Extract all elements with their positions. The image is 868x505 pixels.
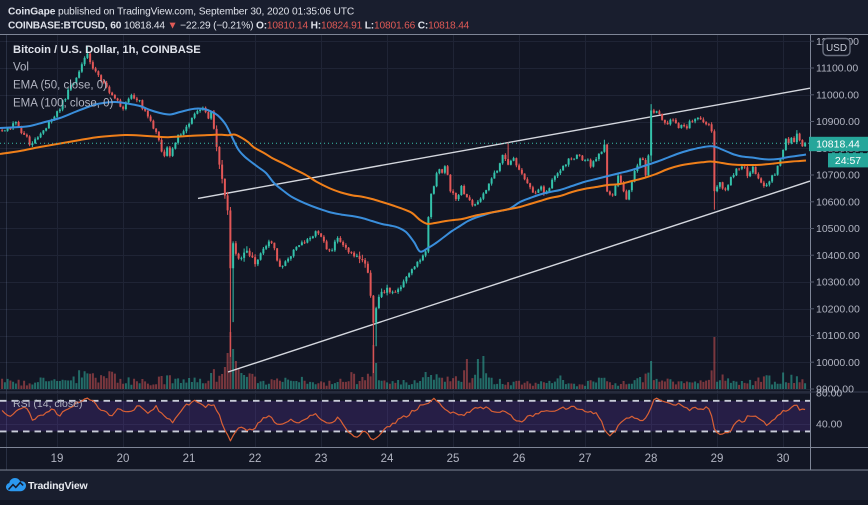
svg-text:23: 23	[315, 453, 328, 465]
svg-text:CoinGape published on TradingV: CoinGape published on TradingView.com, S…	[8, 7, 354, 18]
svg-text:9900.00: 9900.00	[816, 384, 854, 396]
svg-text:40.00: 40.00	[816, 418, 842, 430]
svg-text:10600.00: 10600.00	[816, 196, 860, 208]
svg-text:21: 21	[183, 453, 196, 465]
svg-text:USD: USD	[826, 43, 847, 54]
svg-text:10200.00: 10200.00	[816, 303, 860, 315]
svg-text:25: 25	[447, 453, 460, 465]
svg-text:24: 24	[381, 453, 394, 465]
svg-text:EMA (100, close, 0): EMA (100, close, 0)	[13, 98, 114, 110]
svg-text:COINBASE:BTCUSD, 60 10818.44 ▼: COINBASE:BTCUSD, 60 10818.44 ▼ −22.29 (−…	[8, 21, 470, 32]
svg-text:10500.00: 10500.00	[816, 223, 860, 235]
svg-text:EMA (50, close, 0): EMA (50, close, 0)	[13, 80, 107, 92]
svg-text:28: 28	[645, 453, 658, 465]
svg-text:RSI (14, close): RSI (14, close)	[13, 398, 82, 410]
svg-text:10100.00: 10100.00	[816, 330, 860, 342]
svg-text:24:57: 24:57	[835, 155, 861, 167]
svg-text:30: 30	[777, 453, 790, 465]
svg-text:TradingView: TradingView	[28, 480, 88, 492]
svg-text:Vol: Vol	[13, 62, 29, 74]
svg-text:26: 26	[513, 453, 526, 465]
svg-text:Bitcoin / U.S. Dollar, 1h, COI: Bitcoin / U.S. Dollar, 1h, COINBASE	[13, 44, 201, 56]
svg-text:10900.00: 10900.00	[816, 116, 860, 128]
svg-text:20: 20	[117, 453, 130, 465]
svg-text:10818.44: 10818.44	[816, 139, 860, 151]
svg-text:10000.00: 10000.00	[816, 357, 860, 369]
svg-text:11000.00: 11000.00	[816, 89, 859, 101]
svg-text:11100.00: 11100.00	[816, 63, 858, 75]
svg-text:27: 27	[579, 453, 592, 465]
svg-text:80.00: 80.00	[816, 388, 842, 400]
svg-text:10300.00: 10300.00	[816, 277, 860, 289]
svg-text:29: 29	[711, 453, 724, 465]
svg-text:10400.00: 10400.00	[816, 250, 860, 262]
svg-text:22: 22	[249, 453, 262, 465]
svg-text:19: 19	[51, 453, 64, 465]
svg-text:10700.00: 10700.00	[816, 170, 860, 182]
